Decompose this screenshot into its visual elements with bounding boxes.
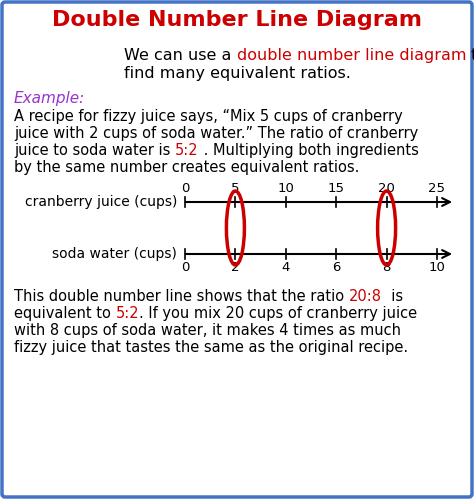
Text: juice with 2 cups of soda water.” The ratio of cranberry: juice with 2 cups of soda water.” The ra… <box>14 126 418 141</box>
Text: 0: 0 <box>181 182 189 195</box>
Text: find many equivalent ratios.: find many equivalent ratios. <box>124 66 350 81</box>
Text: A recipe for fizzy juice says, “Mix 5 cups of cranberry: A recipe for fizzy juice says, “Mix 5 cu… <box>14 109 403 124</box>
Text: 5: 5 <box>231 182 240 195</box>
Text: 2: 2 <box>231 261 240 274</box>
Text: by the same number creates equivalent ratios.: by the same number creates equivalent ra… <box>14 160 359 175</box>
Text: We can use a: We can use a <box>125 48 237 63</box>
Text: 20: 20 <box>378 182 395 195</box>
Text: 15: 15 <box>328 182 345 195</box>
Text: to: to <box>466 48 474 63</box>
Text: cranberry juice (cups): cranberry juice (cups) <box>25 195 177 209</box>
Text: 25: 25 <box>428 182 446 195</box>
Text: 5:2: 5:2 <box>175 143 199 158</box>
Text: 20:8: 20:8 <box>349 289 382 304</box>
Text: is: is <box>382 289 403 304</box>
Text: fizzy juice that tastes the same as the original recipe.: fizzy juice that tastes the same as the … <box>14 340 408 355</box>
Text: . If you mix 20 cups of cranberry juice: . If you mix 20 cups of cranberry juice <box>139 306 417 321</box>
Text: This double number line shows that the ratio: This double number line shows that the r… <box>14 289 349 304</box>
Text: juice to soda water is: juice to soda water is <box>14 143 175 158</box>
Text: 10: 10 <box>277 182 294 195</box>
Text: 4: 4 <box>282 261 290 274</box>
Text: soda water (cups): soda water (cups) <box>52 247 177 261</box>
Text: double number line diagram: double number line diagram <box>237 48 466 63</box>
Text: Double Number Line Diagram: Double Number Line Diagram <box>52 10 422 30</box>
Text: equivalent to: equivalent to <box>14 306 116 321</box>
Text: . Multiplying both ingredients: . Multiplying both ingredients <box>199 143 419 158</box>
Text: Example:: Example: <box>14 91 85 106</box>
Text: with 8 cups of soda water, it makes 4 times as much: with 8 cups of soda water, it makes 4 ti… <box>14 323 401 338</box>
Text: 10: 10 <box>428 261 446 274</box>
Text: 0: 0 <box>181 261 189 274</box>
Text: 6: 6 <box>332 261 340 274</box>
Text: 5:2: 5:2 <box>116 306 139 321</box>
Text: 8: 8 <box>383 261 391 274</box>
